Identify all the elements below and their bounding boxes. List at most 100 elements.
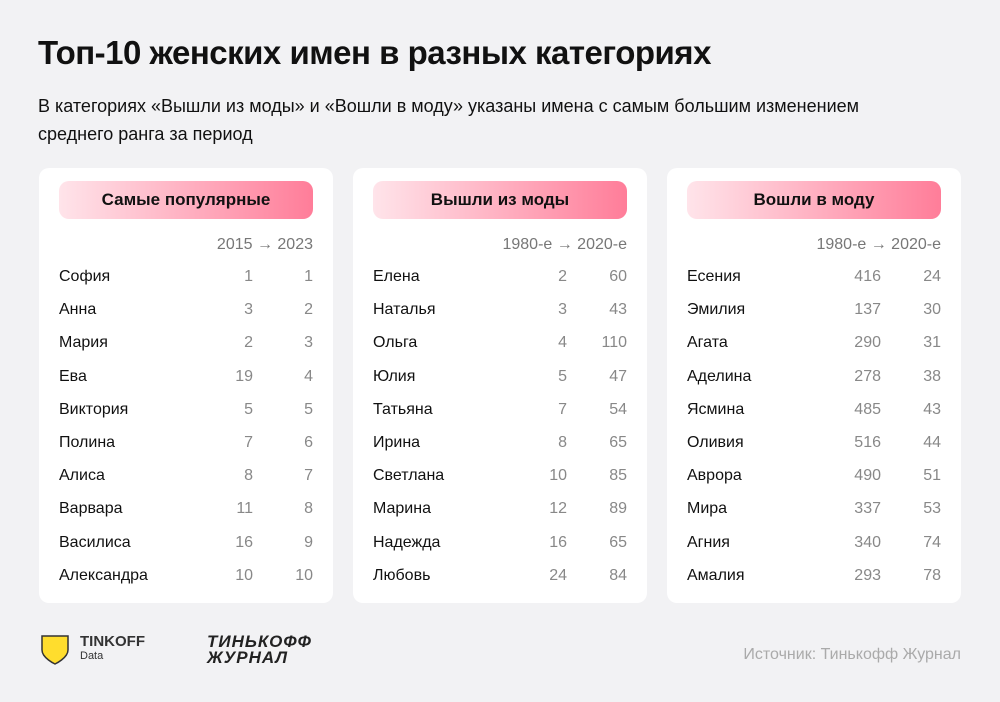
value-start: 24 <box>549 566 567 584</box>
value-end: 47 <box>609 367 627 385</box>
value-start: 8 <box>558 434 567 451</box>
value-start: 337 <box>854 500 881 518</box>
name: Амалия <box>687 566 745 584</box>
name: Ирина <box>373 434 421 451</box>
value-end: 10 <box>295 566 313 584</box>
name: Александра <box>59 566 148 584</box>
value-start: 516 <box>854 434 881 451</box>
value-end: 110 <box>601 334 627 352</box>
value-start: 3 <box>558 301 567 319</box>
value-start: 7 <box>558 400 567 418</box>
value-start: 137 <box>854 301 881 319</box>
value-end: 65 <box>609 434 627 451</box>
value-end: 44 <box>923 434 941 451</box>
value-start: 2 <box>558 268 567 285</box>
value-start: 416 <box>854 268 881 285</box>
value-start: 293 <box>854 566 881 584</box>
journal-logo: ТИНЬКОФФ ЖУРНАЛ <box>207 633 312 666</box>
name: Есения <box>687 268 741 285</box>
name: Аделина <box>687 367 752 385</box>
value-start: 10 <box>549 467 567 485</box>
value-end: 43 <box>923 400 941 418</box>
logo-icon <box>41 635 69 665</box>
value-end: 1 <box>304 268 313 285</box>
value-end: 43 <box>609 301 627 319</box>
value-end: 30 <box>923 301 941 319</box>
title: Топ-10 женских имен в разных категориях <box>38 34 711 71</box>
value-start: 10 <box>235 566 253 584</box>
value-end: 54 <box>609 400 627 418</box>
value-end: 74 <box>923 533 941 551</box>
logo-subtext: Data <box>80 650 104 662</box>
name: София <box>59 268 111 285</box>
value-start: 12 <box>549 500 567 518</box>
panel: Вошли в моду 1980-е → 2020-е Есения 416 24 Эм… <box>667 168 961 603</box>
panel-title: Вошли в моду <box>687 181 941 219</box>
name: Любовь <box>373 566 431 584</box>
value-end: 6 <box>304 434 313 451</box>
name: Анна <box>59 301 97 319</box>
value-start: 290 <box>854 334 881 352</box>
value-end: 51 <box>923 467 941 485</box>
value-start: 278 <box>854 367 881 385</box>
name: Елена <box>373 268 420 285</box>
name: Оливия <box>687 434 744 451</box>
panel-title: Вышли из моды <box>373 181 627 219</box>
value-end: 3 <box>304 334 313 352</box>
value-start: 8 <box>244 467 253 485</box>
name: Мария <box>59 334 108 352</box>
name: Агния <box>687 533 730 551</box>
value-start: 5 <box>558 367 567 385</box>
value-end: 2 <box>304 301 313 319</box>
value-end: 4 <box>304 367 313 385</box>
value-end: 7 <box>304 467 313 485</box>
value-end: 60 <box>609 268 627 285</box>
value-start: 3 <box>244 301 253 319</box>
value-start: 2 <box>244 334 253 352</box>
name: Наталья <box>373 301 436 319</box>
value-start: 11 <box>236 500 253 518</box>
column-header: 2015 → 2023 <box>216 236 313 253</box>
value-start: 4 <box>558 334 567 352</box>
value-end: 89 <box>609 500 627 518</box>
name: Ева <box>59 367 87 385</box>
name: Варвара <box>59 500 123 518</box>
value-end: 9 <box>304 533 313 551</box>
value-end: 78 <box>923 566 941 584</box>
subtitle: В категориях «Вышли из моды» и «Вошли в … <box>38 96 860 144</box>
name: Агата <box>687 334 728 352</box>
name: Юлия <box>373 367 416 385</box>
value-start: 19 <box>235 367 253 385</box>
panel-title: Самые популярные <box>59 181 313 219</box>
value-end: 65 <box>609 533 627 551</box>
name: Марина <box>373 500 431 518</box>
panel: Вышли из моды 1980-е → 2020-е Елена 2 60 Ната… <box>353 168 647 603</box>
column-header: 1980-е → 2020-е <box>502 236 627 253</box>
name: Татьяна <box>373 400 433 418</box>
value-start: 16 <box>235 533 253 551</box>
value-start: 5 <box>244 400 253 418</box>
column-header: 1980-е → 2020-е <box>816 236 941 253</box>
value-end: 31 <box>923 334 941 352</box>
value-end: 5 <box>304 400 313 418</box>
value-start: 1 <box>244 268 253 285</box>
value-start: 7 <box>244 434 253 451</box>
name: Василиса <box>59 533 131 551</box>
value-end: 38 <box>923 367 941 385</box>
source: Источник: Тинькофф Журнал <box>743 646 961 663</box>
name: Надежда <box>373 533 441 551</box>
name: Мира <box>687 500 728 518</box>
value-end: 24 <box>923 268 941 285</box>
value-end: 84 <box>609 566 627 584</box>
panel: Самые популярные 2015 → 2023 София 1 1 Анна 3 2… <box>39 168 333 603</box>
name: Ясмина <box>687 400 745 418</box>
name: Эмилия <box>687 301 746 319</box>
value-start: 16 <box>549 533 567 551</box>
name: Светлана <box>373 467 445 485</box>
name: Алиса <box>59 467 105 485</box>
value-start: 485 <box>854 400 881 418</box>
value-start: 490 <box>854 467 881 485</box>
value-start: 340 <box>854 533 881 551</box>
name: Ольга <box>373 334 418 352</box>
